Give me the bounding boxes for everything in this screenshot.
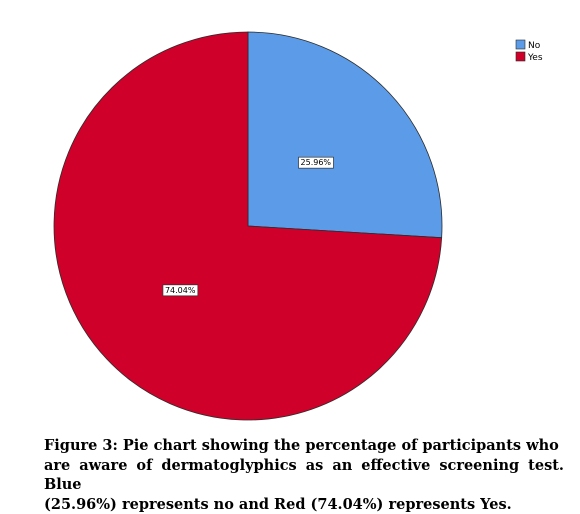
- caption-line-1: Figure 3: Pie chart showing the percenta…: [44, 436, 564, 456]
- pie-chart: 25.96% 74.04% No Yes: [0, 0, 580, 430]
- slice-label-no: 25.96%: [301, 158, 332, 167]
- slice-label-group-no: 25.96%: [299, 157, 334, 168]
- figure-caption: Figure 3: Pie chart showing the percenta…: [44, 436, 564, 514]
- slice-label-yes: 74.04%: [165, 286, 196, 295]
- pie-chart-svg: 25.96% 74.04% No Yes: [0, 0, 580, 430]
- legend-label-yes: Yes: [527, 53, 543, 63]
- caption-line-3: (25.96%) represents no and Red (74.04%) …: [44, 495, 564, 514]
- caption-line-2: are aware of dermatoglyphics as an effec…: [44, 456, 564, 495]
- legend-label-no: No: [528, 41, 541, 51]
- legend-swatch-yes: [516, 52, 525, 61]
- legend-swatch-no: [516, 40, 525, 49]
- pie-slice-no: [248, 32, 442, 238]
- slice-label-group-yes: 74.04%: [163, 285, 198, 296]
